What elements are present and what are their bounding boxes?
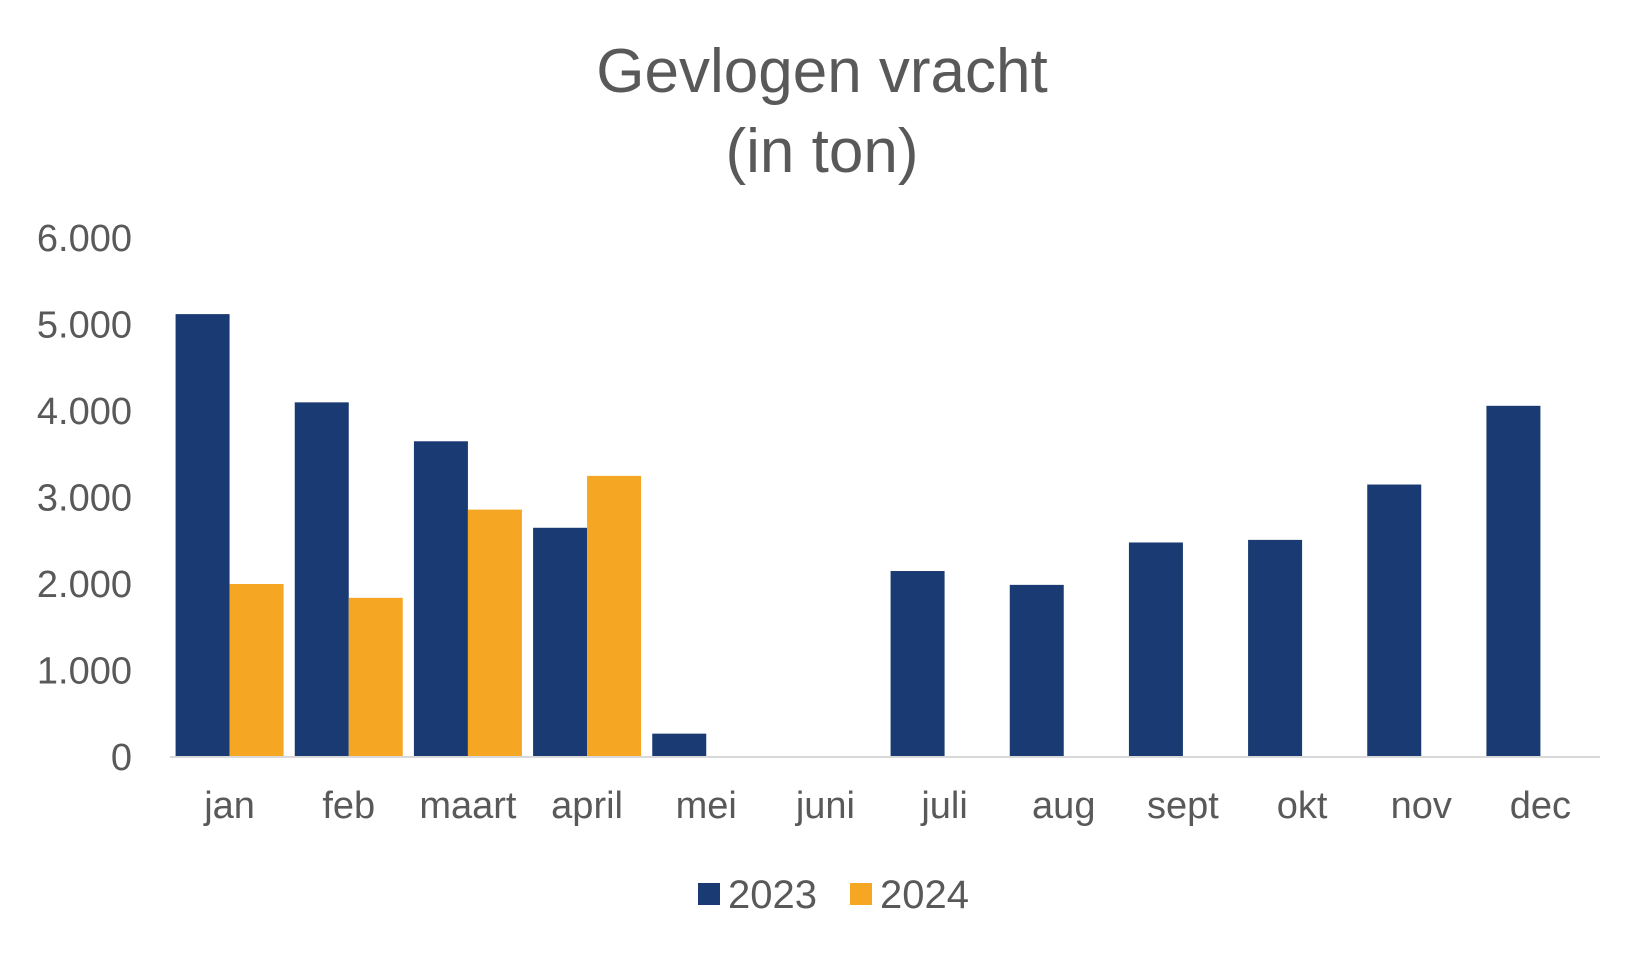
bar-2023-mei [652, 733, 707, 757]
y-tick-label: 6.000 [37, 218, 132, 260]
bar-2023-feb [294, 402, 349, 757]
bar-2024-feb [348, 597, 403, 757]
x-tick-label: juli [920, 785, 967, 827]
x-tick-label: april [551, 785, 623, 827]
x-tick-label: maart [419, 785, 517, 827]
y-tick-label: 1.000 [37, 651, 132, 693]
x-axis-ticks: jan feb maart april mei juni juli aug sept okt nov… [203, 785, 1571, 827]
bar-2024-jan [229, 584, 284, 757]
y-tick-label: 5.000 [37, 305, 132, 347]
chart-title: Gevlogen vracht (in ton) [0, 32, 1644, 192]
bar-2023-dec [1486, 405, 1541, 757]
x-tick-label: mei [676, 785, 737, 827]
x-tick-label: dec [1510, 785, 1571, 827]
y-tick-label: 4.000 [37, 391, 132, 433]
x-tick-label: nov [1391, 785, 1452, 827]
bar-2023-april [533, 527, 588, 757]
x-tick-label: juni [795, 785, 855, 827]
legend-label: 2024 [880, 873, 969, 917]
bar-2023-jan [175, 314, 230, 757]
y-tick-label: 2.000 [37, 564, 132, 606]
legend-swatch-2023 [698, 883, 720, 905]
y-tick-label: 0 [111, 737, 132, 779]
bar-2024-maart [467, 509, 522, 757]
x-tick-label: sept [1147, 785, 1219, 827]
bar-2023-sept [1128, 542, 1183, 757]
chart-title-line-1: Gevlogen vracht [596, 37, 1048, 106]
legend-swatch-2024 [850, 883, 872, 905]
bar-2024-april [587, 475, 642, 757]
legend-label: 2023 [728, 873, 817, 917]
bar-2023-okt [1248, 539, 1303, 757]
bar-2023-juli [890, 571, 945, 757]
bar-2023-maart [413, 441, 468, 757]
legend: 2023 2024 [698, 873, 969, 917]
bars [175, 314, 1541, 757]
x-tick-label: aug [1032, 785, 1095, 827]
bar-2023-nov [1367, 484, 1422, 757]
x-tick-label: jan [203, 785, 255, 827]
x-tick-label: feb [322, 785, 375, 827]
y-axis-ticks: 0 1.000 2.000 3.000 4.000 5.000 6.000 [37, 218, 132, 779]
chart-title-line-2: (in ton) [725, 117, 919, 186]
y-tick-label: 3.000 [37, 478, 132, 520]
bar-2023-aug [1009, 584, 1064, 757]
x-tick-label: okt [1277, 785, 1328, 827]
